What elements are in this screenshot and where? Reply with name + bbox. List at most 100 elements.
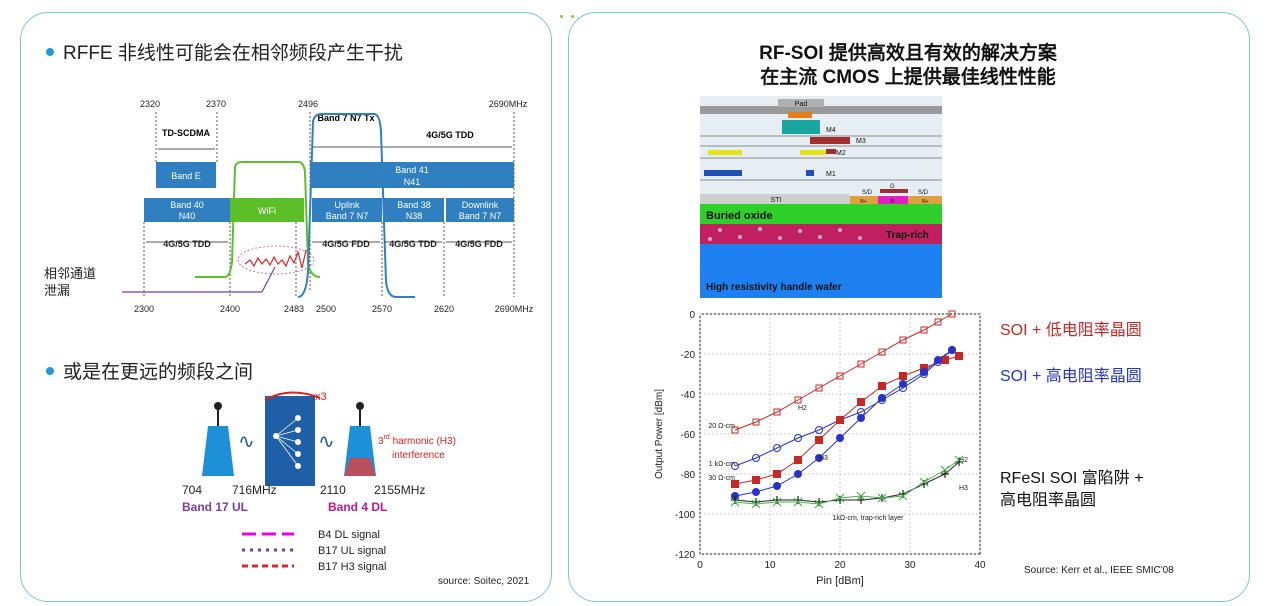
data-point <box>814 499 824 509</box>
m4-label: M4 <box>826 127 836 134</box>
legend-rfesi-line1: RFeSI SOI 富陷阱 + <box>1000 470 1144 487</box>
band7-filter-curve <box>297 113 415 298</box>
band-41-box <box>310 162 514 188</box>
chart-annotation: 1 kΩ-cm <box>709 461 735 468</box>
freq-bottom-label: 2500 <box>316 304 336 314</box>
data-point <box>920 326 928 334</box>
buried-oxide-layer <box>700 204 942 224</box>
data-point <box>794 456 802 464</box>
data-point <box>752 476 760 484</box>
data-point <box>940 465 950 475</box>
data-point <box>794 470 802 478</box>
chart-annotation: 1kΩ-cm, trap-rich layer <box>833 515 905 522</box>
wifi-filter-curve <box>195 161 321 278</box>
data-point <box>773 482 781 490</box>
band-38-box <box>384 198 444 222</box>
band38-label-1: Band 38 <box>397 200 431 210</box>
data-point <box>899 336 907 344</box>
leakage-label-1: 相邻通道 <box>44 266 96 281</box>
right-title-line1: RF-SOI 提供高效且有效的解决方案 <box>759 43 1057 64</box>
band38-label-2: N38 <box>406 211 423 221</box>
data-point <box>731 480 739 488</box>
data-point <box>752 454 760 462</box>
sd-label-1: S/D <box>862 190 873 196</box>
chart-annotation: H2 <box>798 405 807 412</box>
data-point <box>731 426 739 434</box>
freq-2110: 2110 <box>320 483 346 497</box>
sti-label: STI <box>771 197 782 204</box>
td-scdma-label: TD-SCDMA <box>162 128 210 138</box>
m4-block <box>782 120 820 134</box>
data-point <box>794 434 802 442</box>
band-e-label: Band E <box>171 171 201 181</box>
x-tick-label: 40 <box>974 560 986 571</box>
data-point <box>751 499 761 509</box>
data-point <box>919 477 929 487</box>
left-source: source: Soitec, 2021 <box>438 576 530 587</box>
series-line <box>734 459 960 505</box>
legend-rfesi-line2: 高电阻率晶圆 <box>1000 492 1097 509</box>
nplus-label-2: N+ <box>922 199 929 205</box>
bottom-band-label: 4G/5G FDD <box>455 239 503 249</box>
data-point <box>955 352 963 360</box>
x3-label: x3 <box>315 391 327 403</box>
uplink-box <box>312 198 382 222</box>
freq-top-label: 2690MHz <box>489 99 528 109</box>
freq-top-label: 2370 <box>206 99 226 109</box>
data-point <box>857 360 865 368</box>
y-tick-label: -20 <box>681 350 696 361</box>
leakage-ellipse <box>237 245 315 275</box>
g-label: G <box>890 184 895 190</box>
data-point <box>752 418 760 426</box>
si-label: Si <box>890 199 894 205</box>
data-point <box>815 384 823 392</box>
data-point <box>836 434 844 442</box>
data-point <box>934 356 942 364</box>
data-point <box>731 462 739 470</box>
data-point <box>954 455 964 465</box>
sd-label-2: S/D <box>918 190 929 196</box>
band40-label-1: Band 40 <box>170 200 204 210</box>
legend-soi-high-resistivity: SOI + 高电阻率晶圆 <box>1000 368 1142 385</box>
y-tick-label: 0 <box>689 310 695 321</box>
bullet-text: 或是在更远的频段之间 <box>63 362 254 383</box>
data-point <box>752 488 760 496</box>
data-point <box>920 368 928 376</box>
y-axis-label: Output Power [dBm] <box>654 389 665 479</box>
freq-bottom-label: 2483 <box>284 304 304 314</box>
data-point <box>815 426 823 434</box>
tdd-top-label: 4G/5G TDD <box>426 130 474 140</box>
left-panel <box>20 12 552 602</box>
data-point <box>856 491 866 501</box>
data-point <box>793 497 803 507</box>
chart-annotation: 20 Ω-cm <box>708 423 735 430</box>
data-point <box>772 497 782 507</box>
bullet-far-bands: 或是在更远的频段之间 <box>46 357 253 384</box>
y-tick-label: -100 <box>675 510 695 521</box>
x-tick-label: 30 <box>904 560 916 571</box>
data-point <box>877 493 887 503</box>
freq-704: 704 <box>182 483 202 497</box>
bullet-dot-icon <box>46 47 54 56</box>
output-power-chart: 0 10 20 30 40 0 -20 -40 -60 -80 -100 -120 Pin [dBm] O… <box>654 310 986 587</box>
data-point <box>878 382 886 390</box>
pad-label: Pad <box>795 101 808 108</box>
leakage-noise <box>244 249 307 269</box>
data-point <box>878 394 886 402</box>
y-tick-label: -80 <box>681 470 696 481</box>
wave-icon: ∿ <box>238 431 255 453</box>
soi-cross-section: Pad M4 M3 M2 M1 STI S/D G S/D N+ Si N+ B… <box>700 96 942 298</box>
y-tick-label: -120 <box>675 550 695 561</box>
band-40-box <box>144 198 230 222</box>
data-point <box>835 493 845 503</box>
legend-soi-low-resistivity: SOI + 低电阻率晶圆 <box>1000 322 1142 339</box>
band41-label-1: Band 41 <box>395 165 429 175</box>
chart-annotation: 30 Ω-cm <box>708 475 735 482</box>
m3-label: M3 <box>856 138 866 145</box>
band-e-box <box>156 162 216 188</box>
m1-label: M1 <box>826 171 836 178</box>
buried-oxide-label: Buried oxide <box>706 210 773 222</box>
band17-filter-icon <box>202 426 234 476</box>
data-point <box>878 348 886 356</box>
right-title-line2: 在主流 CMOS 上提供最佳线性性能 <box>760 67 1056 88</box>
